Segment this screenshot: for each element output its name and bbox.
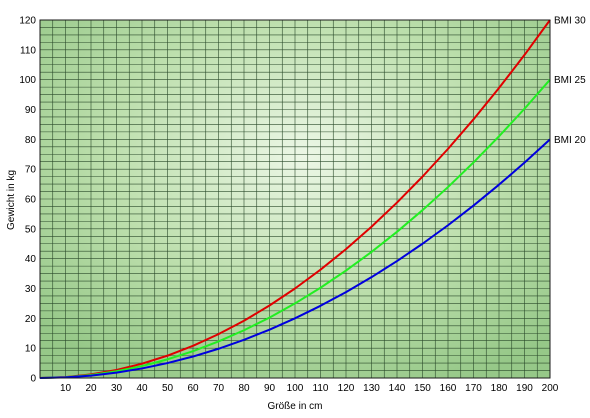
- series-label: BMI 20: [554, 135, 586, 146]
- y-tick-label: 30: [25, 284, 37, 295]
- y-tick-label: 110: [20, 45, 36, 56]
- y-tick-label: 50: [25, 224, 37, 235]
- x-tick-label: 160: [440, 383, 457, 394]
- series-line: [39, 79, 551, 379]
- grid: [40, 20, 550, 378]
- x-tick-label: 100: [287, 383, 304, 394]
- x-tick-label: 190: [516, 383, 533, 394]
- y-tick-label: 40: [25, 254, 37, 265]
- x-tick-labels: 10 20 30 40 50 60 70 80 90 100 110 120 130 140 150 160 1…: [60, 383, 559, 394]
- x-tick-label: 200: [542, 383, 559, 394]
- x-tick-label: 170: [465, 383, 482, 394]
- y-tick-label: 10: [25, 344, 37, 355]
- y-tick-label: 100: [19, 75, 36, 86]
- x-tick-label: 110: [313, 383, 329, 394]
- x-tick-label: 90: [264, 383, 276, 394]
- x-tick-label: 30: [111, 383, 123, 394]
- plot-frame: [39, 19, 551, 379]
- y-tick-label: 120: [19, 16, 36, 27]
- y-tick-label: 90: [25, 105, 37, 116]
- x-tick-label: 120: [338, 383, 355, 394]
- y-tick-label: 20: [25, 314, 37, 325]
- x-tick-label: 50: [162, 383, 174, 394]
- x-tick-label: 60: [187, 383, 199, 394]
- series-line: [39, 19, 551, 379]
- series-labels: BMI 30 BMI 25 BMI 20: [554, 16, 586, 146]
- y-tick-label: 0: [30, 374, 36, 385]
- series-line: [39, 138, 551, 379]
- x-tick-label: 10: [60, 383, 72, 394]
- x-tick-label: 140: [389, 383, 406, 394]
- x-tick-label: 180: [491, 383, 508, 394]
- y-tick-label: 70: [25, 165, 37, 176]
- x-tick-label: 70: [213, 383, 225, 394]
- y-axis-title: Gewicht in kg: [6, 170, 17, 230]
- y-tick-labels: 0 10 20 30 40 50 60 70 80 90 100 110 120: [19, 16, 36, 385]
- x-tick-label: 40: [136, 383, 148, 394]
- y-tick-label: 60: [25, 195, 37, 206]
- x-tick-label: 80: [238, 383, 250, 394]
- x-axis-title: Größe in cm: [267, 401, 322, 412]
- series-lines: [39, 19, 551, 379]
- x-tick-label: 150: [414, 383, 431, 394]
- x-tick-label: 130: [363, 383, 380, 394]
- series-label: BMI 30: [554, 16, 586, 27]
- x-tick-label: 20: [85, 383, 97, 394]
- y-tick-label: 80: [25, 135, 37, 146]
- series-label: BMI 25: [554, 75, 586, 86]
